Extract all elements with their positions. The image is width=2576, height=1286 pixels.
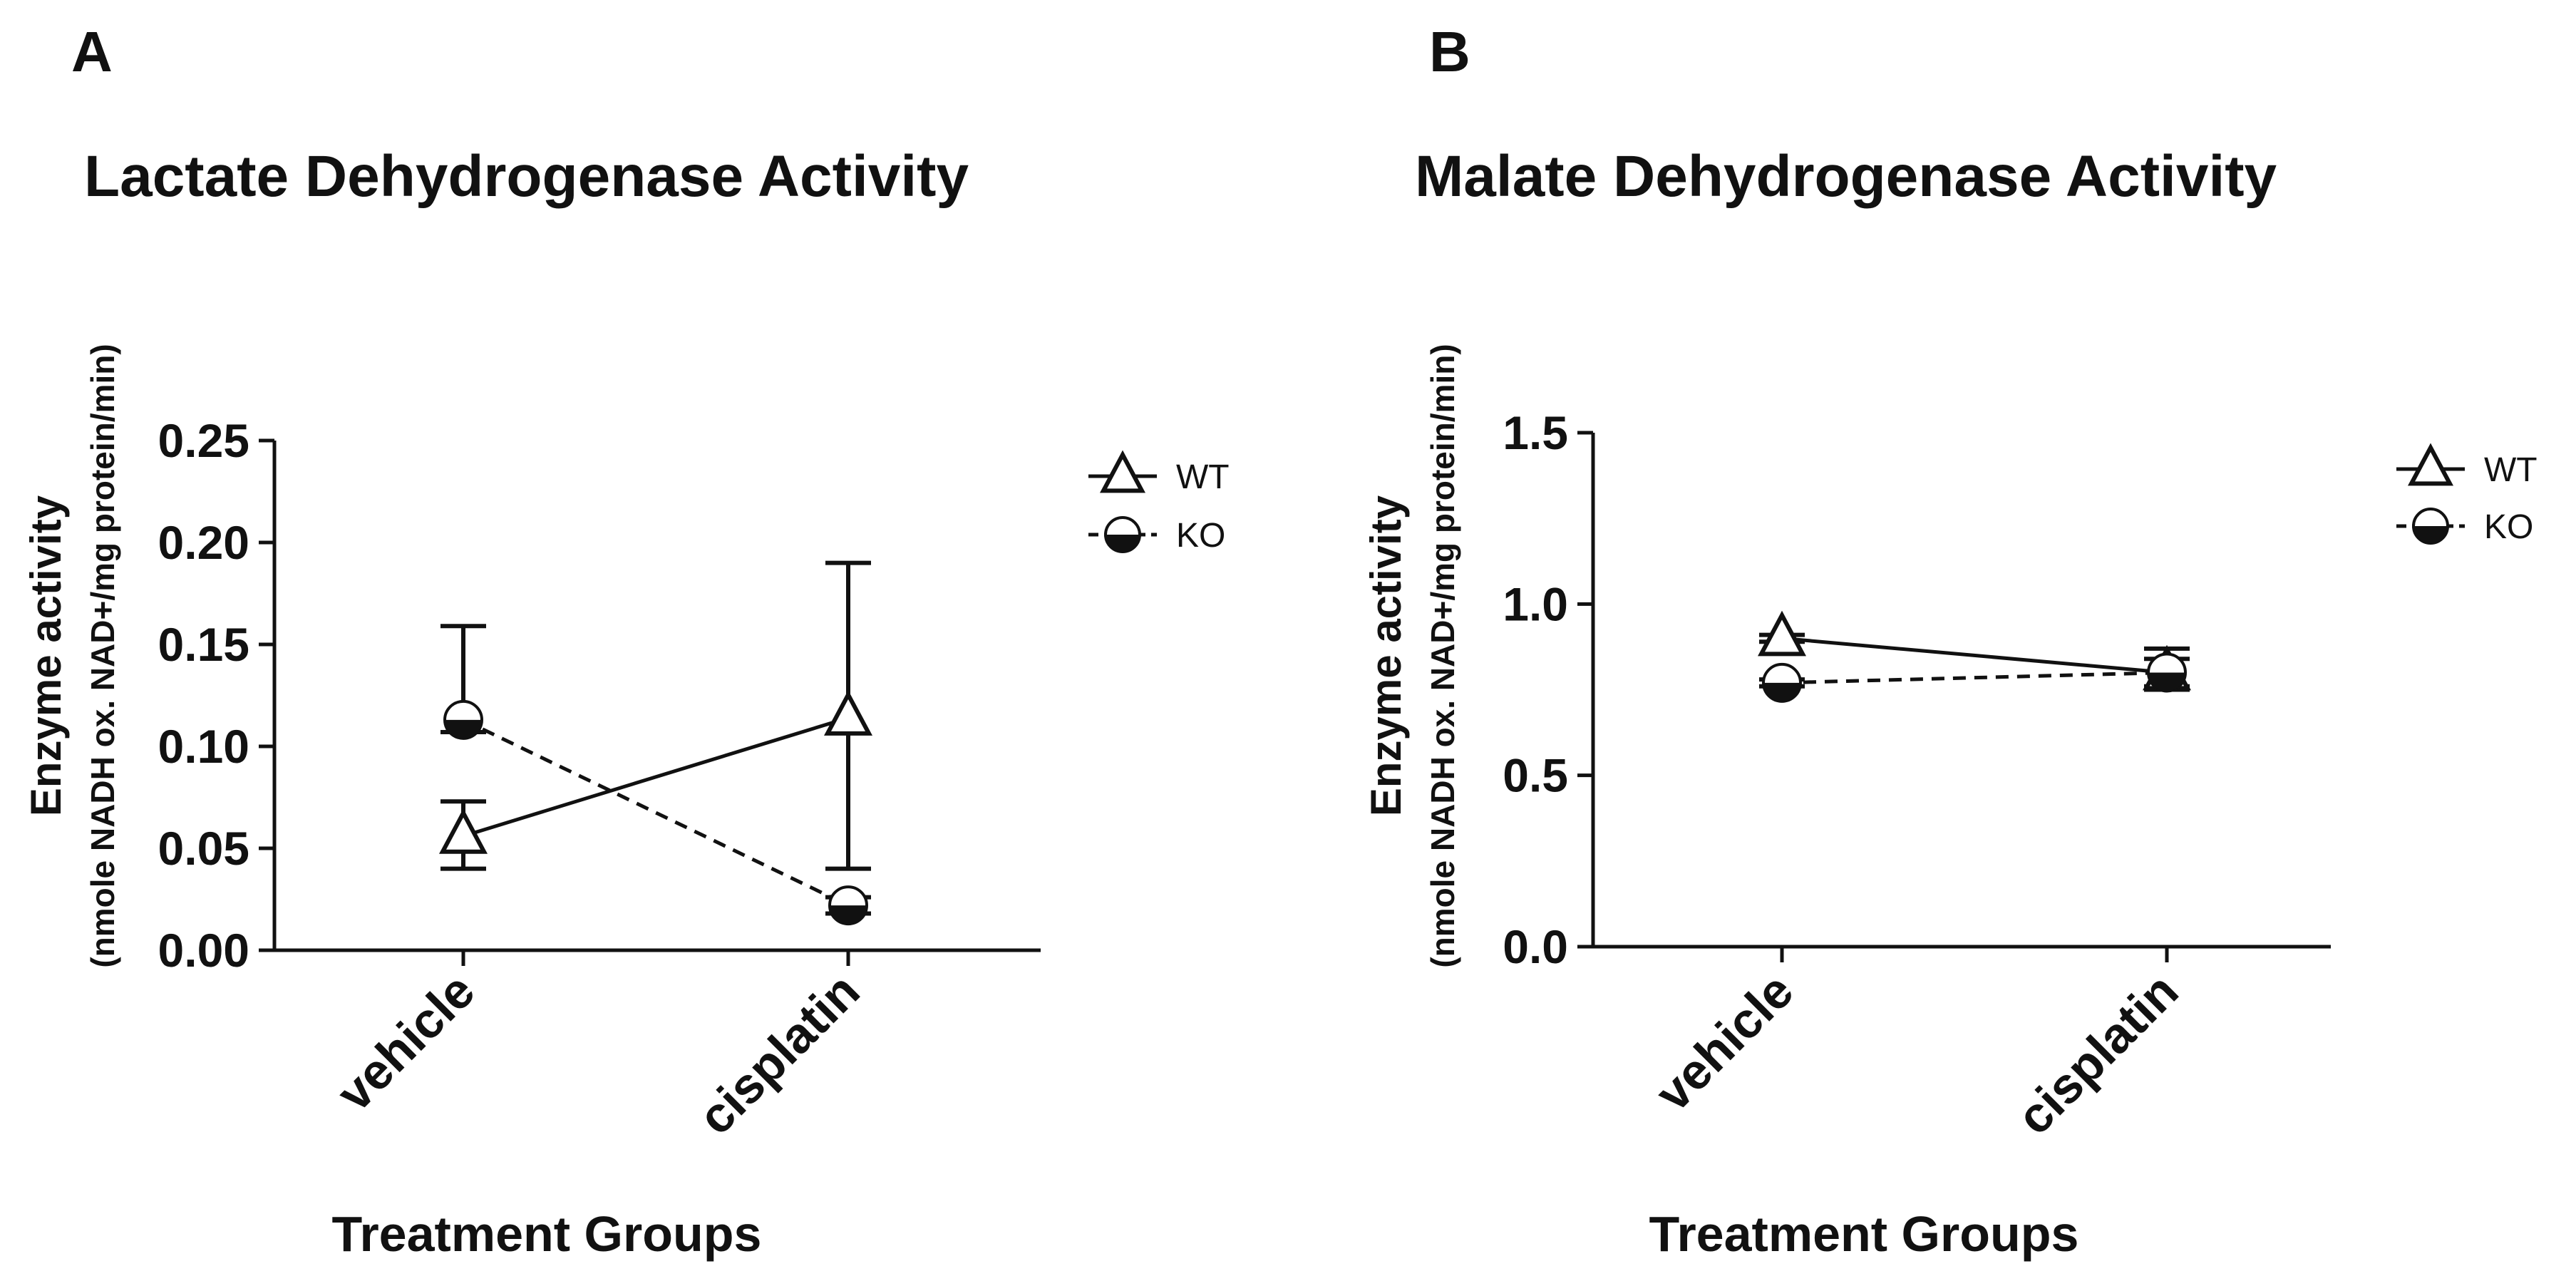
panel-b-category-label: vehicle: [1645, 962, 1804, 1121]
panel-b-point-ko: [2147, 652, 2187, 693]
panel-b-legend-label: KO: [2484, 508, 2533, 546]
panel-a-legend: WT KO: [1088, 450, 1230, 555]
panel-a-xlabel: Treatment Groups: [332, 1206, 762, 1262]
panel-a-series-line-wt: [463, 716, 849, 838]
panel-a-series-line-ko: [462, 718, 850, 907]
panel-b-series-line-wt: [1781, 636, 2168, 674]
panel-a-axes: 0.00 0.05 0.10 0.15 0.20 0.25 vehicle cisplatin: [158, 414, 1041, 1145]
panel-a-ylabel: Enzyme activity: [22, 495, 70, 816]
panel-b-marks: [1757, 610, 2192, 703]
panel-a-y-tick-label: 0.20: [158, 516, 249, 569]
panel-b-xlabel: Treatment Groups: [1649, 1206, 2079, 1262]
panel-a-legend-label: WT: [1176, 458, 1230, 496]
panel-a-y-tick-label: 0.00: [158, 924, 249, 977]
panel-b-point-wt: [1757, 610, 1807, 657]
panel-a-point-wt: [438, 808, 488, 854]
panel-a-y-tick-label: 0.05: [158, 822, 249, 875]
panel-b-title: Malate Dehydrogenase Activity: [1415, 144, 2277, 209]
panel-a-category-label: vehicle: [326, 962, 485, 1121]
panel-b: B Malate Dehydrogenase Activity Enzyme a…: [1362, 20, 2538, 1262]
panel-b-axes: 0.0 0.5 1.0 1.5 vehicle cisplatin: [1503, 406, 2331, 1145]
panel-a-legend-half-circle-icon: [1104, 516, 1141, 553]
panel-b-point-ko: [1762, 662, 1802, 703]
panel-b-legend: WT KO: [2396, 443, 2538, 546]
panel-a-label: A: [71, 20, 113, 83]
panel-a-marks: [438, 560, 873, 926]
panel-b-ylabel-units: (nmole NADH ox. NAD+/mg protein/min): [1424, 344, 1461, 967]
panel-a-legend-label: KO: [1176, 517, 1225, 555]
panel-b-ylabel: Enzyme activity: [1362, 495, 1410, 816]
panel-a-point-ko: [443, 699, 483, 740]
panel-a-y-tick-label: 0.25: [158, 414, 249, 467]
panel-b-y-tick-label: 1.5: [1503, 406, 1568, 459]
panel-b-legend-label: WT: [2484, 451, 2538, 489]
panel-a-title: Lactate Dehydrogenase Activity: [84, 144, 969, 209]
panel-b-y-tick-label: 0.5: [1503, 749, 1568, 802]
panel-a-ylabel-units: (nmole NADH ox. NAD+/mg protein/min): [84, 344, 121, 967]
panel-a-y-tick-label: 0.10: [158, 720, 249, 773]
panel-b-y-tick-label: 0.0: [1503, 920, 1568, 973]
panel-a-category-label: cisplatin: [688, 962, 870, 1145]
panel-b-legend-triangle-icon: [2407, 443, 2454, 486]
panel-b-y-tick-label: 1.0: [1503, 577, 1568, 630]
panel-a-legend-item-wt: WT: [1088, 450, 1230, 496]
panel-b-series-line-ko: [1781, 670, 2168, 685]
panel-a-y-tick-label: 0.15: [158, 618, 249, 671]
panel-b-legend-item-wt: WT: [2396, 443, 2538, 489]
panel-a-legend-item-ko: KO: [1088, 516, 1225, 555]
panel-b-label: B: [1429, 20, 1470, 83]
panel-b-legend-half-circle-icon: [2412, 508, 2449, 545]
panel-b-legend-item-ko: KO: [2396, 508, 2533, 546]
panel-a-point-ko: [828, 885, 868, 926]
panel-a-point-wt: [823, 690, 873, 736]
panel-b-category-label: cisplatin: [2006, 962, 2189, 1145]
panel-a-legend-triangle-icon: [1099, 450, 1146, 493]
panel-a: A Lactate Dehydrogenase Activity Enzyme …: [22, 20, 1230, 1262]
